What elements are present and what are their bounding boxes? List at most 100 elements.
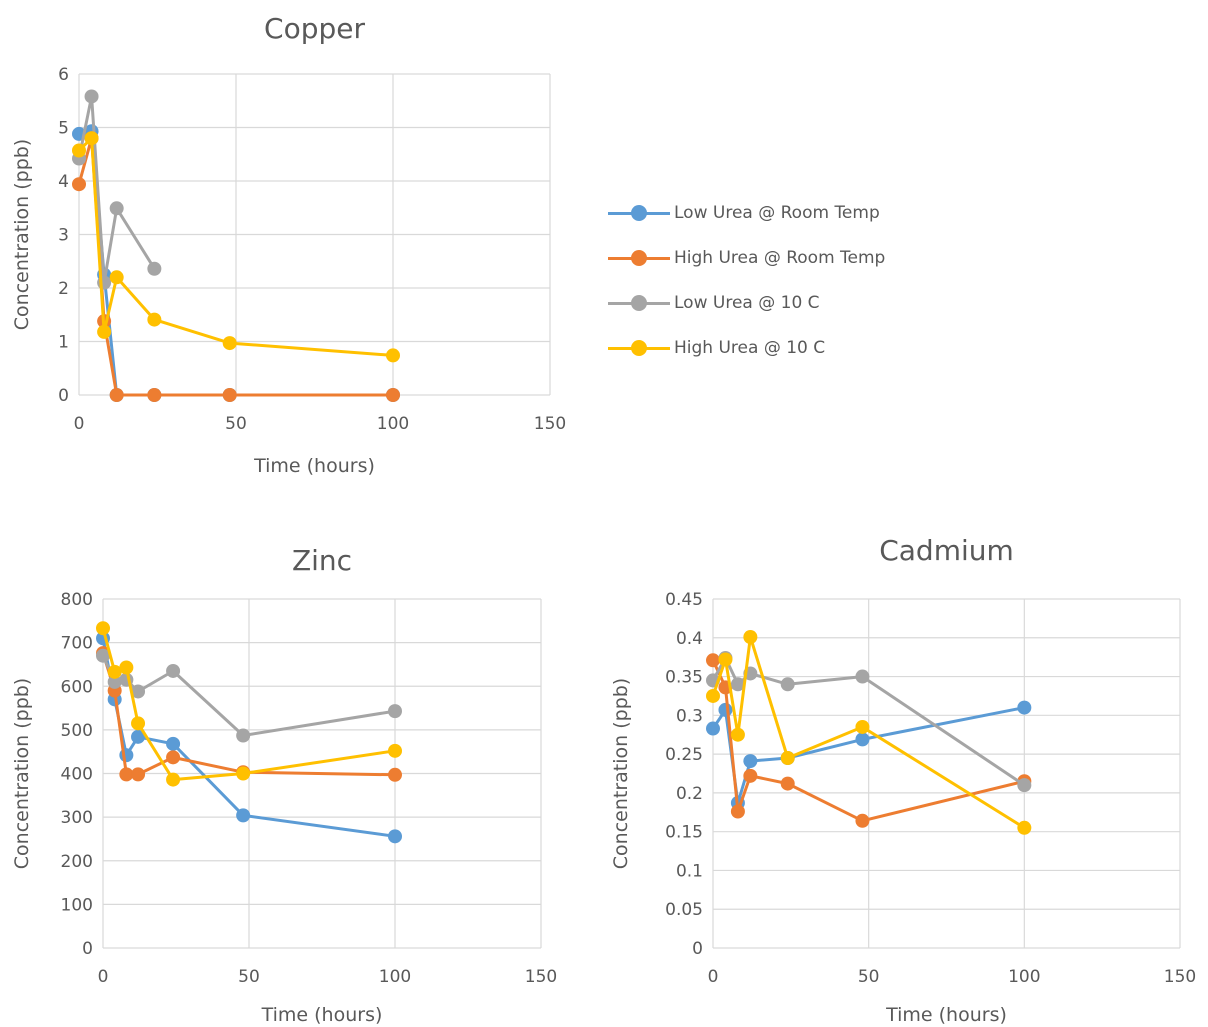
- y-tick-label: 0.4: [676, 629, 703, 649]
- y-tick-label: 0.45: [665, 590, 703, 610]
- data-point: [855, 669, 870, 684]
- data-point: [388, 704, 402, 719]
- y-tick-label: 100: [61, 895, 93, 915]
- data-point: [72, 177, 86, 192]
- y-axis-label: Concentration (ppb): [11, 678, 33, 869]
- data-point: [855, 732, 870, 747]
- data-point: [84, 131, 99, 146]
- data-point: [730, 677, 745, 692]
- x-tick-label: 0: [74, 414, 85, 434]
- data-point: [1017, 778, 1032, 793]
- legend-swatch: [608, 338, 670, 358]
- data-point: [109, 270, 124, 285]
- data-point: [388, 767, 402, 782]
- series-3: [72, 131, 400, 363]
- legend-item: High Urea @ Room Temp: [608, 235, 948, 280]
- y-tick-label: 0.15: [665, 823, 703, 843]
- x-tick-label: 50: [858, 967, 880, 987]
- data-point: [743, 768, 758, 783]
- data-point: [119, 748, 134, 763]
- y-tick-label: 0: [82, 939, 93, 959]
- legend-item: Low Urea @ Room Temp: [608, 190, 948, 235]
- y-tick-label: 0.05: [665, 900, 703, 920]
- y-tick-label: 4: [58, 172, 69, 192]
- data-point: [743, 754, 758, 769]
- data-point: [236, 728, 251, 743]
- x-tick-label: 100: [379, 967, 411, 987]
- chart-cadmium: 0 0.05 0.1 0.15 0.2 0.25 0.3 0.35 0.4 0.45 0 50 100 1…: [610, 534, 1196, 1026]
- data-point: [730, 804, 745, 819]
- legend-swatch: [608, 203, 670, 223]
- data-point: [84, 89, 99, 104]
- data-point: [236, 808, 251, 823]
- x-tick-label: 50: [225, 414, 247, 434]
- y-tick-label: 800: [61, 590, 93, 610]
- y-tick-label: 0.25: [665, 745, 703, 765]
- legend-item: Low Urea @ 10 C: [608, 280, 948, 325]
- x-axis-label: Time (hours): [885, 1004, 1007, 1026]
- data-point: [72, 143, 86, 158]
- data-point: [855, 719, 870, 734]
- y-tick-label: 0.2: [676, 784, 703, 804]
- data-point: [386, 348, 400, 363]
- data-point: [388, 743, 402, 758]
- legend-swatch: [608, 248, 670, 268]
- y-tick-label: 0.3: [676, 706, 703, 726]
- data-point: [222, 336, 237, 351]
- x-tick-label: 100: [377, 414, 409, 434]
- data-point: [109, 388, 124, 402]
- legend: Low Urea @ Room Temp High Urea @ Room Tem…: [608, 190, 948, 370]
- data-point: [109, 201, 124, 216]
- data-point: [119, 660, 134, 675]
- data-point: [222, 388, 237, 402]
- data-point: [131, 729, 146, 744]
- legend-label: Low Urea @ 10 C: [674, 292, 820, 313]
- data-point: [236, 766, 251, 781]
- data-point: [166, 750, 181, 765]
- y-tick-label: 0.1: [676, 861, 703, 881]
- data-point: [96, 621, 110, 636]
- data-point: [706, 688, 720, 703]
- y-axis-label: Concentration (ppb): [610, 678, 632, 869]
- y-tick-label: 0: [692, 939, 703, 959]
- x-tick-label: 100: [1008, 967, 1040, 987]
- x-tick-label: 150: [525, 967, 557, 987]
- data-point: [97, 324, 112, 339]
- y-tick-label: 6: [58, 65, 69, 85]
- data-point: [706, 721, 720, 736]
- data-point: [743, 630, 758, 645]
- chart-title: Zinc: [292, 544, 352, 577]
- data-point: [147, 312, 162, 327]
- y-tick-label: 200: [61, 852, 93, 872]
- series-2: [96, 648, 402, 743]
- x-tick-label: 150: [534, 414, 566, 434]
- data-point: [730, 727, 745, 742]
- y-tick-label: 3: [58, 226, 69, 246]
- series-3: [706, 630, 1032, 835]
- x-tick-label: 150: [1164, 967, 1196, 987]
- x-tick-label: 0: [98, 967, 109, 987]
- data-point: [780, 750, 795, 765]
- x-axis-label: Time (hours): [261, 1004, 383, 1026]
- legend-item: High Urea @ 10 C: [608, 325, 948, 370]
- y-tick-label: 500: [61, 721, 93, 741]
- data-point: [388, 829, 402, 844]
- data-point: [855, 813, 870, 828]
- data-point: [131, 684, 146, 699]
- data-point: [131, 716, 146, 731]
- data-point: [147, 388, 162, 402]
- x-axis-label: Time (hours): [253, 455, 375, 477]
- chart-title: Copper: [264, 12, 365, 45]
- y-tick-label: 300: [61, 808, 93, 828]
- data-point: [107, 664, 122, 679]
- y-tick-label: 1: [58, 333, 69, 353]
- data-point: [780, 776, 795, 791]
- data-point: [1017, 820, 1032, 835]
- series-3: [96, 621, 402, 787]
- data-point: [1017, 700, 1032, 715]
- y-tick-label: 0: [58, 386, 69, 406]
- data-point: [718, 652, 733, 667]
- x-tick-label: 0: [708, 967, 719, 987]
- legend-label: High Urea @ Room Temp: [674, 247, 886, 268]
